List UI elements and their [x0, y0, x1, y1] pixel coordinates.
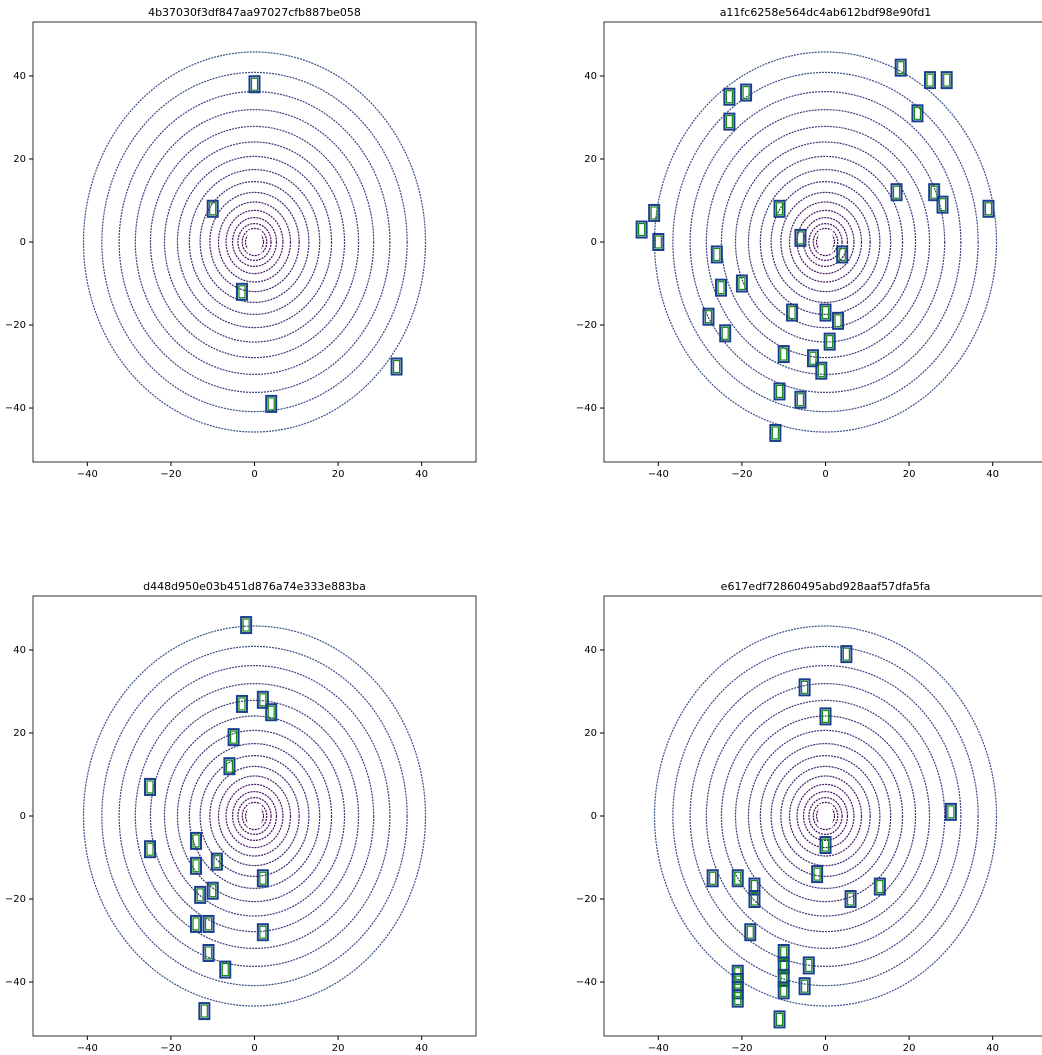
y-tick-label: −40 [5, 977, 26, 988]
y-tick-label: 20 [13, 728, 26, 739]
chart-title: 4b37030f3df847aa97027cfb887be058 [148, 6, 361, 19]
bounding-box-inner [810, 352, 816, 364]
y-tick-label: −20 [5, 894, 26, 905]
bounding-box-inner [777, 1013, 783, 1025]
bounding-box-inner [814, 868, 820, 880]
x-tick-label: 20 [332, 1043, 345, 1054]
bounding-box-inner [193, 918, 199, 930]
bounding-box-inner [243, 619, 249, 631]
bounding-box-inner [772, 427, 778, 439]
x-tick-label: 20 [903, 469, 916, 480]
x-tick-label: 40 [986, 1043, 999, 1054]
bounding-box-inner [835, 315, 841, 327]
page: {"chart_data": [ {"type": "scatter", "ti… [0, 0, 1042, 1055]
bounding-box-inner [777, 385, 783, 397]
x-tick-label: −20 [731, 469, 752, 480]
y-tick-label: −20 [576, 894, 597, 905]
y-tick-label: 0 [20, 811, 26, 822]
chart-title: a11fc6258e564dc4ab612bdf98e90fd1 [720, 6, 932, 19]
bounding-box-inner [147, 781, 153, 793]
bounding-box-inner [252, 78, 258, 90]
bounding-box-inner [394, 361, 400, 373]
bounding-box-inner [823, 307, 829, 319]
y-tick-label: 20 [13, 154, 26, 165]
bounding-box-inner [193, 860, 199, 872]
bounding-box-inner [789, 307, 795, 319]
x-tick-label: 0 [251, 469, 257, 480]
bounding-box-inner [260, 872, 266, 884]
bounding-box-inner [239, 698, 245, 710]
chart-title: d448d950e03b451d876a74e333e883ba [143, 580, 366, 593]
bounding-box-inner [239, 286, 245, 298]
x-tick-label: −40 [648, 469, 669, 480]
x-tick-label: −40 [77, 1043, 98, 1054]
x-tick-label: −40 [648, 1043, 669, 1054]
bounding-box-inner [210, 203, 216, 215]
y-tick-label: 40 [13, 645, 26, 656]
chart-title: e617edf72860495abd928aaf57dfa5fa [721, 580, 931, 593]
bounding-box-inner [894, 186, 900, 198]
y-tick-label: −20 [5, 320, 26, 331]
bounding-box-inner [639, 224, 645, 236]
y-tick-label: 0 [20, 237, 26, 248]
bounding-box-inner [848, 893, 854, 905]
y-tick-label: −40 [576, 977, 597, 988]
bounding-box-inner [802, 681, 808, 693]
bounding-box-inner [948, 806, 954, 818]
bounding-box-inner [726, 91, 732, 103]
bounding-box-inner [268, 706, 274, 718]
bounding-box-inner [843, 648, 849, 660]
bounding-box-inner [802, 980, 808, 992]
bounding-box-inner [268, 398, 274, 410]
bounding-box-inner [985, 203, 991, 215]
y-tick-label: −40 [5, 403, 26, 414]
bounding-box-inner [726, 116, 732, 128]
bounding-box-inner [655, 236, 661, 248]
y-tick-label: 0 [591, 811, 597, 822]
x-tick-label: 0 [822, 469, 828, 480]
x-tick-label: 0 [822, 1043, 828, 1054]
x-tick-label: 20 [903, 1043, 916, 1054]
bounding-box-inner [714, 248, 720, 260]
bounding-box-inner [197, 889, 203, 901]
x-tick-label: −20 [731, 1043, 752, 1054]
x-tick-label: 20 [332, 469, 345, 480]
y-tick-label: 40 [13, 71, 26, 82]
x-tick-label: −20 [160, 1043, 181, 1054]
bounding-box-inner [222, 964, 228, 976]
bounding-box-inner [781, 348, 787, 360]
y-tick-label: −40 [576, 403, 597, 414]
y-tick-label: 0 [591, 237, 597, 248]
bounding-box-inner [147, 843, 153, 855]
y-tick-label: 20 [584, 154, 597, 165]
x-tick-label: −40 [77, 469, 98, 480]
figure: 4b37030f3df847aa97027cfb887be058 −40 −20 0 2… [0, 0, 1042, 1055]
bounding-box-inner [260, 694, 266, 706]
bounding-box-inner [201, 1005, 207, 1017]
x-tick-label: 40 [415, 1043, 428, 1054]
bounding-box-inner [944, 74, 950, 86]
bounding-box-inner [260, 926, 266, 938]
ego-vehicle [819, 804, 833, 828]
y-tick-label: 40 [584, 645, 597, 656]
ego-vehicle [819, 230, 833, 254]
y-tick-label: −20 [576, 320, 597, 331]
bounding-box-inner [927, 74, 933, 86]
bounding-box-inner [747, 926, 753, 938]
bounding-box-inner [722, 327, 728, 339]
x-tick-label: 40 [415, 469, 428, 480]
bounding-box-inner [718, 282, 724, 294]
bounding-box-inner [710, 872, 716, 884]
bounding-box-inner [797, 394, 803, 406]
y-tick-label: 40 [584, 71, 597, 82]
x-tick-label: 40 [986, 469, 999, 480]
ego-vehicle [248, 230, 262, 254]
x-tick-label: 0 [251, 1043, 257, 1054]
y-tick-label: 20 [584, 728, 597, 739]
ego-vehicle [248, 804, 262, 828]
bounding-box-inner [877, 881, 883, 893]
x-tick-label: −20 [160, 469, 181, 480]
